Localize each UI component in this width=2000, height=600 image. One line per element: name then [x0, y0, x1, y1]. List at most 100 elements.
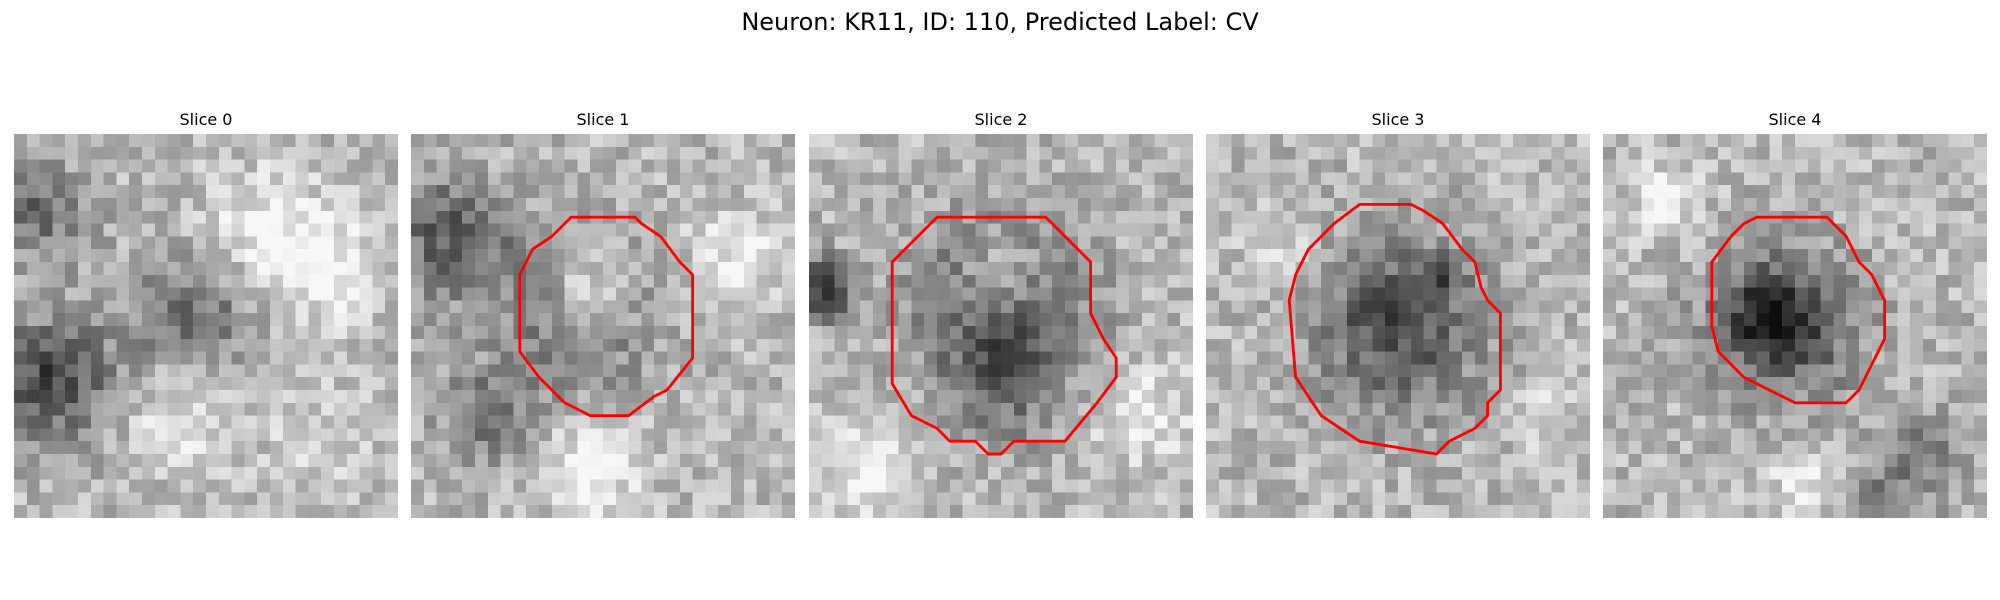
pixel [257, 274, 271, 288]
pixel [1090, 159, 1104, 173]
pixel [1615, 441, 1629, 455]
pixel [988, 364, 1002, 378]
pixel [1782, 313, 1796, 327]
pixel [449, 441, 463, 455]
pixel [1910, 479, 1924, 493]
pixel [949, 249, 963, 263]
pixel [743, 441, 757, 455]
pixel [1871, 492, 1885, 506]
pixel [1974, 210, 1987, 224]
pixel [423, 402, 437, 416]
pixel [295, 172, 309, 186]
pixel [1334, 466, 1348, 480]
pixel [1321, 249, 1335, 263]
pixel [1295, 364, 1309, 378]
pixel [385, 262, 398, 276]
pixel [1334, 351, 1348, 365]
pixel [1513, 134, 1527, 148]
pixel [1833, 415, 1847, 429]
pixel [346, 351, 360, 365]
pixel [385, 198, 398, 212]
pixel [1090, 198, 1104, 212]
pixel [1244, 390, 1258, 404]
pixel [1436, 415, 1450, 429]
pixel [962, 287, 976, 301]
pixel [1769, 287, 1783, 301]
pixel [1462, 159, 1476, 173]
pixel [860, 351, 874, 365]
pixel [334, 300, 348, 314]
pixel [1974, 223, 1987, 237]
pixel [756, 492, 770, 506]
pixel [1705, 390, 1719, 404]
pixel [551, 210, 565, 224]
pixel [1346, 236, 1360, 250]
pixel [1410, 185, 1424, 199]
pixel [1577, 172, 1590, 186]
pixel [1462, 223, 1476, 237]
pixel [90, 351, 104, 365]
pixel [1795, 390, 1809, 404]
pixel [1974, 492, 1987, 506]
pixel [962, 300, 976, 314]
pixel [1244, 313, 1258, 327]
pixel [1782, 351, 1796, 365]
pixel [411, 300, 425, 314]
pixel [1910, 172, 1924, 186]
pixel [334, 262, 348, 276]
pixel [116, 351, 130, 365]
pixel [308, 274, 322, 288]
pixel [949, 402, 963, 416]
pixel [167, 146, 181, 160]
pixel [1705, 236, 1719, 250]
pixel [539, 249, 553, 263]
pixel [834, 146, 848, 160]
pixel [911, 313, 925, 327]
pixel [1526, 223, 1540, 237]
pixel [1820, 249, 1834, 263]
pixel [193, 287, 207, 301]
pixel [1116, 223, 1130, 237]
pixel [1487, 441, 1501, 455]
pixel [39, 134, 53, 148]
pixel [411, 428, 425, 442]
pixel [1039, 466, 1053, 480]
pixel [1871, 415, 1885, 429]
pixel [1910, 428, 1924, 442]
pixel [334, 185, 348, 199]
pixel [809, 454, 823, 468]
pixel [321, 377, 335, 391]
pixel [873, 492, 887, 506]
pixel [1935, 364, 1949, 378]
pixel [487, 262, 501, 276]
pixel [1923, 185, 1937, 199]
pixel [1090, 210, 1104, 224]
pixel [885, 223, 899, 237]
pixel [975, 505, 989, 518]
pixel [1410, 377, 1424, 391]
pixel [1270, 326, 1284, 340]
pixel [1270, 492, 1284, 506]
pixel [1398, 185, 1412, 199]
pixel [1372, 351, 1386, 365]
pixel [834, 210, 848, 224]
pixel [1436, 172, 1450, 186]
pixel [462, 134, 476, 148]
pixel [1257, 415, 1271, 429]
pixel [1129, 223, 1143, 237]
pixel [1436, 134, 1450, 148]
pixel [167, 287, 181, 301]
pixel [821, 287, 835, 301]
pixel [1603, 249, 1617, 263]
pixel [129, 185, 143, 199]
pixel [1577, 223, 1590, 237]
pixel [475, 210, 489, 224]
pixel [667, 466, 681, 480]
pixel [1910, 377, 1924, 391]
pixel [885, 198, 899, 212]
pixel [1743, 492, 1757, 506]
pixel [1180, 415, 1193, 429]
pixel [1718, 492, 1732, 506]
pixel [1359, 326, 1373, 340]
pixel [1231, 198, 1245, 212]
